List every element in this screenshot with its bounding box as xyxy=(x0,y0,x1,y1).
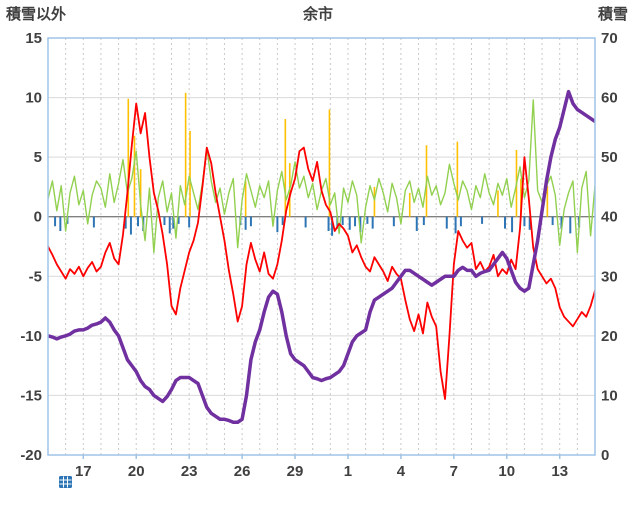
y-right-tick-label: 20 xyxy=(601,328,618,345)
x-tick-label: 17 xyxy=(75,463,92,480)
series-red-temperature xyxy=(48,102,595,400)
x-tick-label: 4 xyxy=(397,463,406,480)
chart-title: 余市 xyxy=(302,6,333,23)
x-tick-label: 23 xyxy=(181,463,198,480)
x-tick-label: 13 xyxy=(551,463,568,480)
x-tick-label: 10 xyxy=(498,463,515,480)
y-left-tick-label: -20 xyxy=(20,447,42,464)
x-tick-label: 1 xyxy=(344,463,352,480)
y-left-tick-label: 10 xyxy=(25,90,42,107)
x-tick-label: 26 xyxy=(234,463,251,480)
y-left-tick-label: -10 xyxy=(20,328,42,345)
y-right-tick-label: 60 xyxy=(601,90,618,107)
y-left-tick-label: 0 xyxy=(34,209,42,226)
right-axis-title: 積雪 xyxy=(597,6,628,23)
table-icon-svg xyxy=(59,476,72,488)
left-axis-title: 積雪以外 xyxy=(6,6,67,23)
x-tick-label: 7 xyxy=(450,463,458,480)
y-left-tick-label: -5 xyxy=(29,268,42,285)
y-right-tick-label: 0 xyxy=(601,447,609,464)
y-right-tick-label: 10 xyxy=(601,387,618,404)
y-left-tick-label: 5 xyxy=(34,149,42,166)
table-icon[interactable] xyxy=(58,474,74,490)
y-right-tick-label: 50 xyxy=(601,149,618,166)
y-left-tick-label: 15 xyxy=(25,30,42,47)
y-left-tick-label: -15 xyxy=(20,387,42,404)
y-right-tick-label: 40 xyxy=(601,209,618,226)
x-tick-label: 29 xyxy=(287,463,304,480)
plot-frame xyxy=(47,37,596,456)
x-tick-label: 20 xyxy=(128,463,145,480)
y-right-tick-label: 70 xyxy=(601,30,618,47)
y-right-tick-label: 30 xyxy=(601,268,618,285)
series-purple-snow-depth xyxy=(48,89,595,424)
